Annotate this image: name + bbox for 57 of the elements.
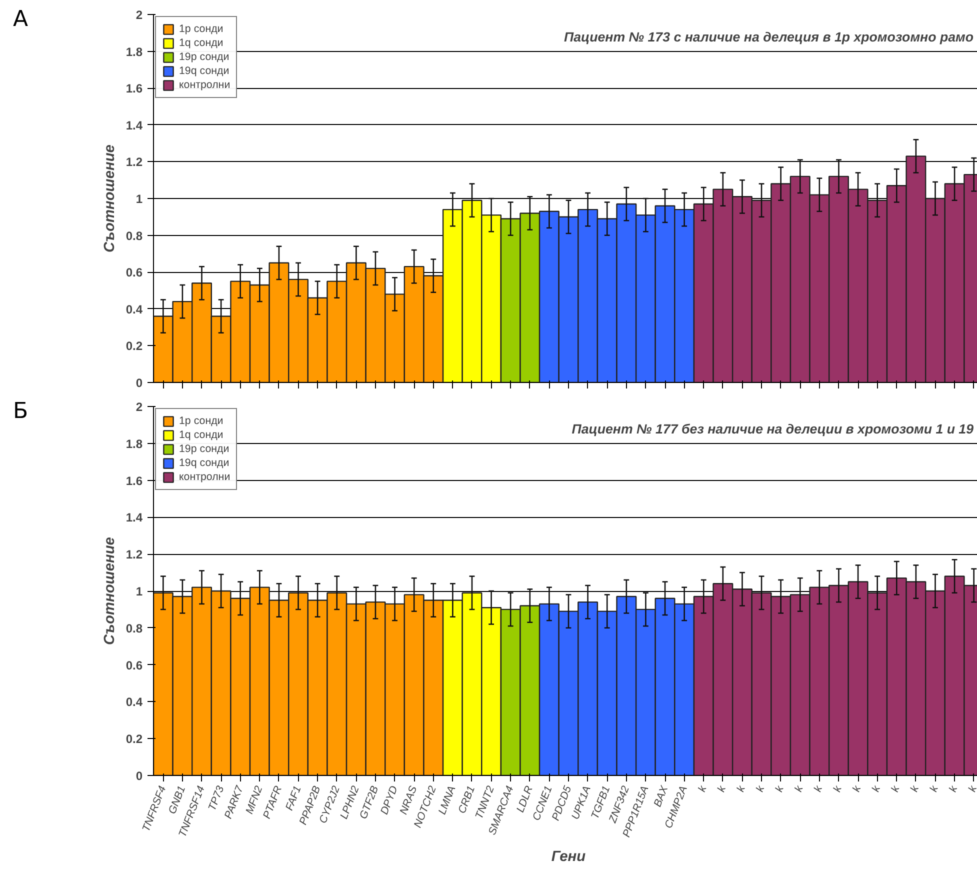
y-tick-label: 1.8 <box>126 44 143 59</box>
legend-label: 1q сонди <box>179 37 224 49</box>
y-tick-label: 2 <box>136 400 143 414</box>
x-tick-label: k <box>966 784 977 794</box>
y-tick-label: 2 <box>136 8 143 22</box>
x-tick-label: k <box>850 784 864 794</box>
x-tick-label: k <box>792 784 806 794</box>
y-tick-label: 1.6 <box>126 82 143 96</box>
x-tick-label: LMNA <box>436 784 458 816</box>
y-tick-label: 1.2 <box>126 155 143 170</box>
x-tick-label: k <box>696 784 710 794</box>
x-tick-label: k <box>812 784 826 794</box>
y-tick-label: 1.4 <box>126 118 143 132</box>
x-tick-label: k <box>715 784 729 794</box>
y-tick-label: 0.8 <box>126 228 143 243</box>
y-tick-label: 0.4 <box>126 302 143 316</box>
legend-label: 19q сонди <box>179 65 230 77</box>
legend-label: 1q сонди <box>179 429 224 441</box>
legend-label: 19р сонди <box>179 443 230 455</box>
legend-label: 19р сонди <box>179 51 230 63</box>
y-tick-label: 0 <box>136 376 143 390</box>
legend-label: 1р сонди <box>179 415 224 427</box>
text: Б <box>13 398 28 426</box>
y-tick-label: 0.2 <box>126 732 143 746</box>
x-axis-title: Гени <box>551 849 586 866</box>
x-tick-label: k <box>734 784 748 794</box>
x-tick-label: k <box>831 784 845 794</box>
x-tick-label: k <box>928 784 942 794</box>
x-tick-label: k <box>870 784 884 794</box>
y-axis-title: Съотношение <box>102 537 118 645</box>
y-tick-label: 0 <box>136 769 143 783</box>
x-tick-label: BAX <box>652 783 671 809</box>
legend-label: 1р сонди <box>179 23 224 35</box>
y-tick-label: 1.8 <box>126 436 143 451</box>
legend-label: 19q сонди <box>179 457 230 469</box>
x-tick-label: k <box>947 784 960 794</box>
text: Пациент № 173 с наличие на делеция в 1р хромозомно рамо <box>564 30 974 44</box>
y-tick-label: 0.2 <box>126 339 143 354</box>
x-tick-label: FAF1 <box>284 784 304 812</box>
y-tick-label: 1 <box>136 192 143 206</box>
text: А <box>13 6 28 34</box>
y-tick-label: 1.2 <box>126 548 143 562</box>
y-tick-label: 0.4 <box>126 695 143 710</box>
x-tick-label: k <box>754 784 768 794</box>
y-axis-title: Съотношение <box>102 144 118 252</box>
y-tick-label: 1.6 <box>126 474 143 488</box>
y-tick-label: 1 <box>136 584 143 598</box>
y-tick-label: 0.6 <box>126 266 143 280</box>
legend-label: контролни <box>179 471 230 483</box>
text: Пациент № 177 без наличие на делеции в хромозоми 1 и 19 <box>572 422 974 436</box>
y-tick-label: 0.6 <box>126 658 143 672</box>
y-tick-label: 1.4 <box>126 510 143 525</box>
x-tick-label: k <box>773 784 787 794</box>
x-tick-label: k <box>908 784 922 794</box>
x-tick-label: k <box>889 784 902 794</box>
y-tick-label: 0.8 <box>126 621 143 636</box>
legend-label: контролни <box>179 79 230 91</box>
